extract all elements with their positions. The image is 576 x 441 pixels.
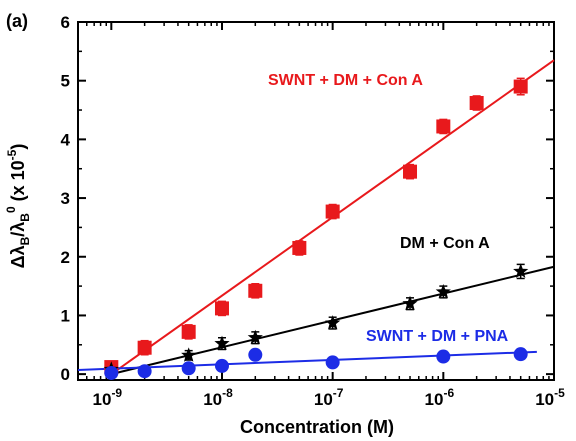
series-label: SWNT + DM + Con A	[268, 72, 423, 89]
x-tick-label: 10-9	[93, 386, 123, 409]
panel-label: (a)	[6, 11, 28, 31]
y-tick-label: 3	[61, 189, 70, 208]
series-labels: SWNT + DM + Con A DM + Con A SWNT + DM + P…	[268, 72, 509, 345]
data-point-star	[214, 335, 230, 351]
data-point-star	[435, 284, 451, 299]
x-axis-title: Concentration (M)	[240, 417, 394, 437]
data-point-square	[137, 340, 152, 355]
series-label: SWNT + DM + PNA	[366, 328, 509, 345]
data-point-square	[513, 79, 528, 94]
x-tick-label: 10-5	[535, 386, 565, 409]
y-tick-label: 2	[61, 248, 70, 267]
data-point-circle	[436, 349, 451, 364]
data-point-circle	[248, 347, 263, 362]
x-tick-label: 10-7	[314, 386, 344, 409]
data-point-square	[214, 301, 229, 316]
y-axis-label: ΔλB/λB0 (x 10-5)	[4, 144, 32, 269]
data-point-square	[403, 164, 418, 179]
data-point-circle	[181, 361, 196, 376]
y-tick-label: 6	[61, 13, 70, 32]
data-point-circle	[137, 364, 152, 379]
y-tick-label: 0	[61, 365, 70, 384]
data-point-square	[436, 119, 451, 134]
x-tick-label: 10-8	[203, 386, 233, 409]
data-point-square	[292, 240, 307, 255]
data-point-star	[181, 347, 197, 362]
y-tick-labels: 0 1 2 3 4 5 6	[61, 13, 71, 384]
series-label: DM + Con A	[400, 235, 490, 252]
data-point-square	[469, 95, 484, 110]
data-point-circle	[104, 365, 119, 380]
data-point-star	[402, 295, 418, 311]
y-axis-title: ΔλB/λB0 (x 10-5)	[4, 144, 32, 269]
data-point-circle	[214, 358, 229, 373]
data-markers	[103, 79, 529, 380]
x-tick-labels: 10-9 10-8 10-7 10-6 10-5	[93, 386, 566, 409]
data-point-star	[247, 329, 263, 345]
axis-ticks	[78, 21, 555, 380]
y-tick-label: 1	[61, 306, 70, 325]
data-point-star	[325, 315, 341, 330]
y-tick-label: 5	[61, 72, 70, 91]
data-point-square	[181, 324, 196, 339]
fit-line	[77, 350, 537, 372]
data-point-circle	[513, 347, 528, 362]
y-tick-label: 4	[61, 130, 71, 149]
data-point-square	[325, 204, 340, 219]
data-point-square	[248, 283, 263, 298]
data-point-star	[513, 263, 529, 278]
data-point-circle	[325, 355, 340, 370]
x-tick-label: 10-6	[425, 386, 455, 409]
